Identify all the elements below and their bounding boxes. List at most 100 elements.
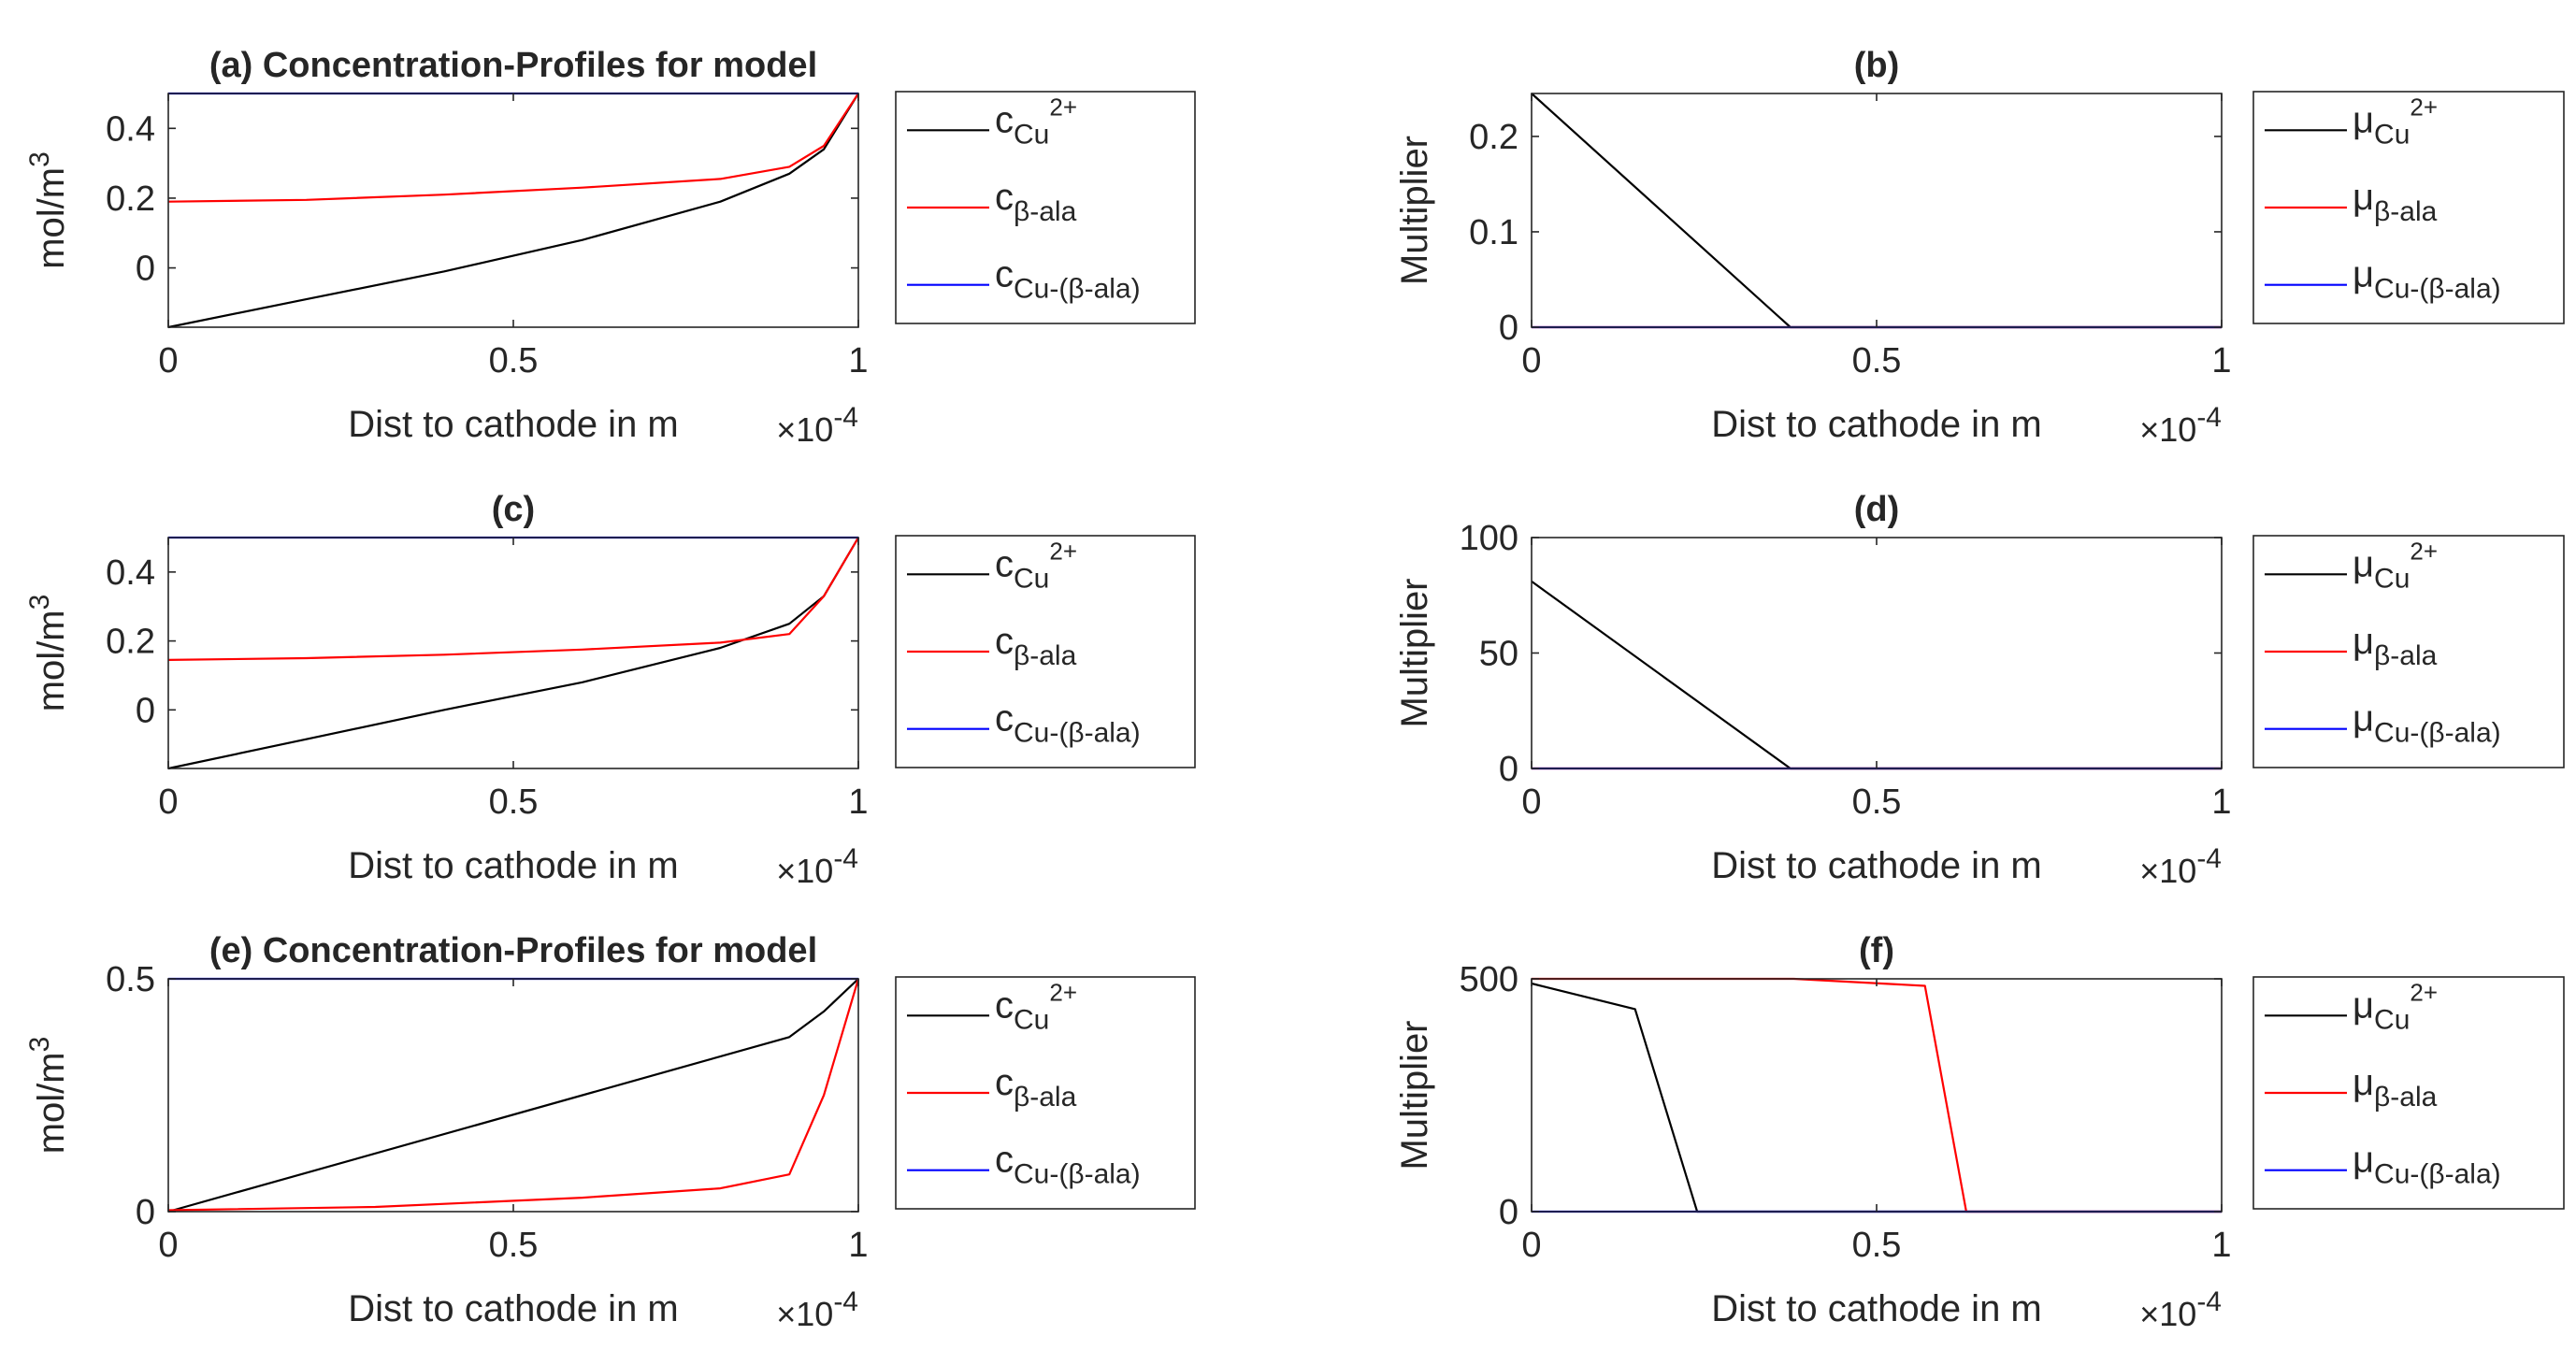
x-axis-label: Dist to cathode in m [1711,845,2042,886]
y-axis-label: Multiplier [1394,578,1435,727]
legend-entry-2: μCu-(β-ala) [2353,1140,2501,1190]
plot-area [168,979,858,1212]
legend-entry-1: cβ-ala [995,621,1077,671]
y-tick-label: 0 [1499,1193,1518,1232]
legend-entry-0: cCu2+ [995,978,1077,1035]
x-tick-label: 0.5 [489,341,539,380]
chart-panel-e: 0 0.5 1 0 0.5 (e) Concentration-Profiles for … [24,931,1196,1333]
y-axis-label: mol/m3 [24,595,72,712]
chart-title: (f) [1859,931,1894,970]
y-tick-label: 0 [1499,750,1518,789]
chart-panel-b: 0 0.5 1 0 0.1 0.2 (b) Dist to cathode in m ×10-4… [1394,46,2565,449]
legend-entry-1: cβ-ala [995,177,1077,227]
chart-title: (d) [1854,490,1900,529]
legend: cCu2+ cβ-ala cCu-(β-ala) [895,91,1196,324]
legend-entry-0: cCu2+ [995,93,1077,150]
legend-entry-1: μβ-ala [2353,1062,2438,1113]
x-tick-label: 0.5 [1852,341,1902,380]
chart-title: (c) [492,490,535,529]
legend-entry-0: μCu2+ [2353,93,2438,150]
legend-entry-2: μCu-(β-ala) [2353,698,2501,749]
series-line-1 [167,537,859,661]
legend-entry-0: μCu2+ [2353,978,2438,1035]
x-tick-label: 1 [848,783,868,822]
x-tick-label: 0.5 [489,1226,539,1265]
legend-entry-1: μβ-ala [2353,621,2438,671]
y-tick-label: 0.1 [1469,213,1518,252]
x-tick-label: 0.5 [489,783,539,822]
y-axis-label: mol/m3 [24,151,72,269]
legend-entry-2: cCu-(β-ala) [995,254,1141,305]
y-tick-label: 0 [1499,309,1518,348]
legend: μCu2+ μβ-ala μCu-(β-ala) [2252,91,2565,324]
chart-title: (e) Concentration-Profiles for model [209,931,817,970]
x-axis-label: Dist to cathode in m [1711,404,2042,445]
y-axis-label: Multiplier [1394,136,1435,285]
y-tick-label: 0 [136,250,155,289]
series-line-0 [167,537,859,770]
legend-entry-1: μβ-ala [2353,177,2438,227]
x-axis-exponent: ×10-4 [776,843,858,890]
x-tick-label: 0 [158,1226,178,1265]
x-axis-exponent: ×10-4 [2139,1286,2222,1333]
x-axis-label: Dist to cathode in m [348,1288,679,1329]
plot-area [168,93,858,327]
x-axis-exponent: ×10-4 [2139,843,2222,890]
x-tick-label: 1 [848,341,868,380]
y-tick-label: 500 [1460,960,1518,999]
x-axis-exponent: ×10-4 [776,1286,858,1333]
y-tick-label: 0.4 [106,109,155,149]
legend: cCu2+ cβ-ala cCu-(β-ala) [895,976,1196,1210]
y-tick-label: 0.5 [106,960,155,999]
x-tick-label: 0 [158,783,178,822]
y-tick-label: 100 [1460,519,1518,558]
x-tick-label: 1 [848,1226,868,1265]
y-tick-label: 50 [1479,635,1518,674]
legend: cCu2+ cβ-ala cCu-(β-ala) [895,535,1196,768]
plot-area [1532,979,2222,1212]
legend-entry-2: μCu-(β-ala) [2353,254,2501,305]
legend-entry-2: cCu-(β-ala) [995,1140,1141,1190]
x-tick-label: 1 [2211,341,2231,380]
x-tick-label: 0 [1521,341,1541,380]
chart-panel-d: 0 0.5 1 0 50 100 (d) Dist to cathode in m ×10-4 M… [1394,490,2565,890]
chart-panel-c: 0 0.5 1 0 0.2 0.4 (c) Dist to cathode in m ×10-4… [24,490,1196,890]
x-tick-label: 1 [2211,1226,2231,1265]
x-tick-label: 0 [1521,1226,1541,1265]
x-axis-label: Dist to cathode in m [1711,1288,2042,1329]
x-axis-label: Dist to cathode in m [348,845,679,886]
series-line-0 [167,978,859,1213]
series-line-0 [167,93,859,329]
x-tick-label: 1 [2211,783,2231,822]
y-tick-label: 0 [136,1193,155,1232]
chart-panel-a: 0 0.5 1 0 0.2 0.4 (a) Concentration-Profiles f… [24,46,1196,449]
legend-entry-0: μCu2+ [2353,537,2438,594]
y-axis-label: mol/m3 [24,1037,72,1155]
y-tick-label: 0.2 [1469,118,1518,157]
y-tick-label: 0.2 [106,623,155,662]
x-tick-label: 0 [1521,783,1541,822]
series-line-1 [167,93,859,203]
plot-area [1532,538,2222,768]
plot-area [1532,93,2222,327]
y-tick-label: 0.2 [106,179,155,219]
chart-title: (b) [1854,46,1900,85]
legend-entry-1: cβ-ala [995,1062,1077,1113]
series-line-1 [167,978,860,1212]
x-tick-label: 0 [158,341,178,380]
chart-panel-f: 0 0.5 1 0 500 (f) Dist to cathode in m ×10-4 Mul… [1394,931,2565,1333]
y-axis-label: Multiplier [1394,1020,1435,1170]
x-tick-label: 0.5 [1852,1226,1902,1265]
y-tick-label: 0 [136,691,155,730]
x-axis-exponent: ×10-4 [776,402,858,449]
x-tick-label: 0.5 [1852,783,1902,822]
legend: μCu2+ μβ-ala μCu-(β-ala) [2252,976,2565,1210]
x-axis-exponent: ×10-4 [2139,402,2222,449]
chart-title: (a) Concentration-Profiles for model [209,46,817,85]
x-axis-label: Dist to cathode in m [348,404,679,445]
y-tick-label: 0.4 [106,553,155,593]
legend: μCu2+ μβ-ala μCu-(β-ala) [2252,535,2565,768]
legend-entry-0: cCu2+ [995,537,1077,594]
legend-entry-2: cCu-(β-ala) [995,698,1141,749]
